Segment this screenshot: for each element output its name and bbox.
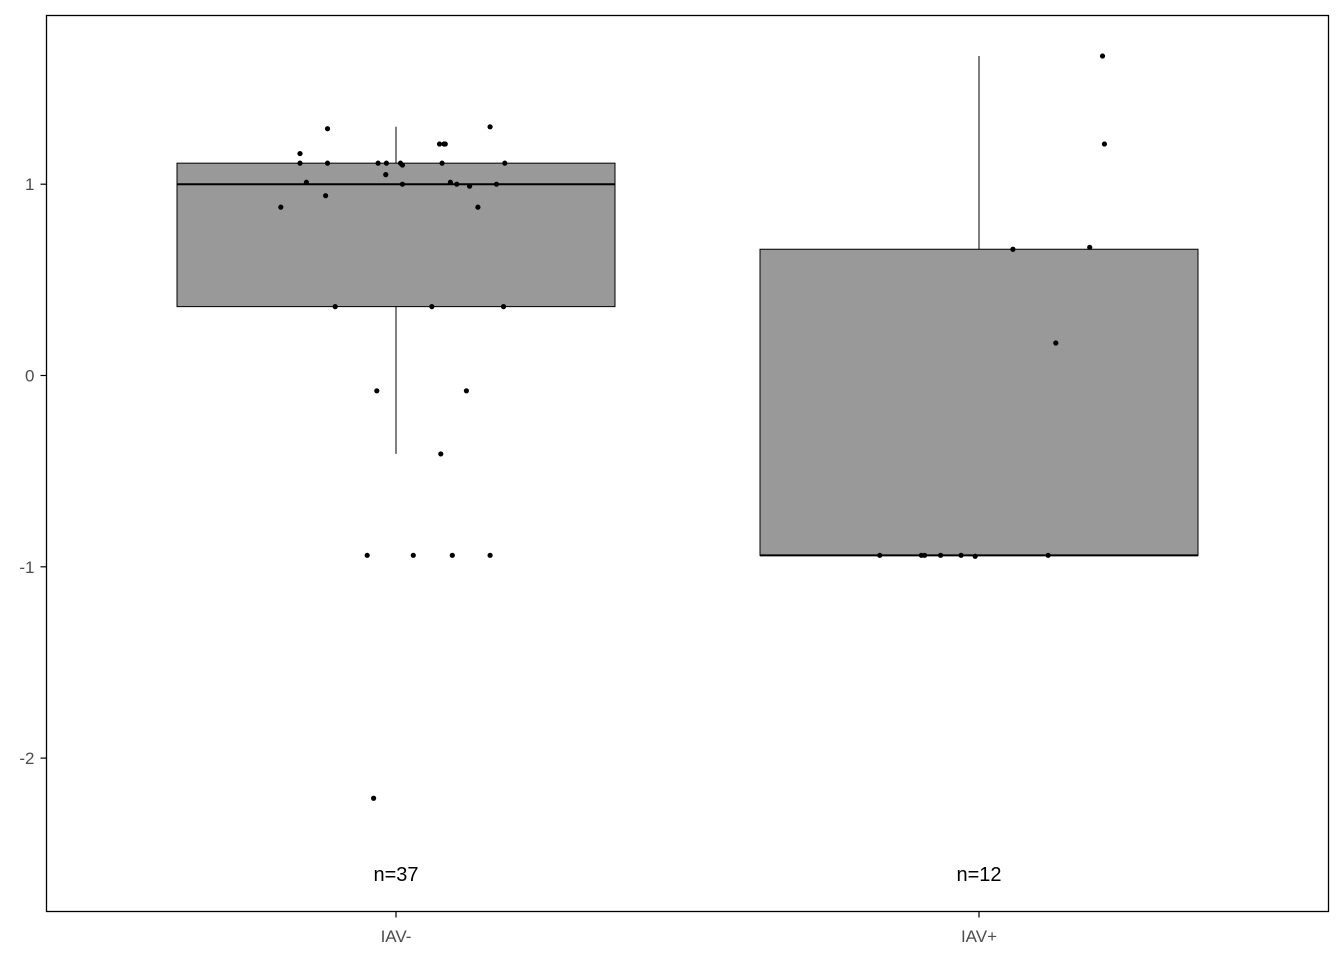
data-point — [958, 552, 964, 558]
boxes-layer — [176, 56, 1199, 557]
n-label-iavpos: n=12 — [956, 864, 1001, 886]
data-point — [399, 162, 405, 168]
data-point — [487, 124, 493, 130]
data-point — [467, 183, 473, 189]
y-tick-label: 0 — [25, 367, 34, 386]
data-point — [493, 181, 500, 187]
x-tick-label-iavpos: IAV+ — [961, 927, 997, 946]
box-iavpos — [759, 248, 1199, 556]
data-point — [454, 181, 460, 187]
data-point — [383, 172, 389, 178]
data-point — [332, 304, 338, 310]
data-point — [877, 552, 883, 558]
data-point — [323, 193, 329, 199]
data-point — [436, 141, 443, 147]
box-iavneg — [176, 162, 616, 308]
data-point — [442, 141, 448, 147]
data-point — [487, 552, 493, 558]
data-point — [449, 552, 455, 558]
data-point — [1099, 53, 1106, 59]
data-point — [439, 160, 445, 166]
n-label-iavneg: n=37 — [373, 864, 418, 886]
data-point — [364, 552, 370, 558]
data-point — [429, 304, 435, 310]
data-point — [438, 451, 444, 457]
data-point — [374, 388, 380, 394]
data-point — [1101, 141, 1108, 147]
data-point — [399, 181, 405, 187]
data-point — [303, 179, 309, 185]
data-point — [922, 552, 928, 558]
data-point — [375, 160, 381, 166]
data-point — [1010, 246, 1016, 252]
data-point — [463, 388, 469, 394]
data-point — [972, 553, 978, 559]
data-point — [447, 179, 453, 185]
data-point — [1087, 244, 1093, 250]
data-point — [502, 160, 508, 166]
data-point — [1053, 340, 1059, 346]
data-point — [297, 150, 303, 157]
data-point — [1045, 552, 1051, 558]
y-tick-label: 1 — [25, 175, 34, 194]
data-point — [324, 160, 331, 166]
data-point — [324, 126, 331, 132]
points-layer — [278, 53, 1108, 801]
x-tick-label-iavneg: IAV- — [381, 927, 412, 946]
data-point — [500, 304, 507, 310]
data-point — [297, 160, 303, 166]
data-point — [410, 552, 416, 558]
label-layer: n=37 n=12 — [373, 864, 1001, 886]
data-point — [383, 160, 389, 166]
axis-layer: IAV- IAV+ -2 -1 0 1 — [19, 175, 997, 946]
y-tick-label: -1 — [19, 558, 34, 577]
data-point — [475, 204, 481, 210]
y-tick-label: -2 — [19, 749, 34, 768]
data-point — [278, 204, 284, 210]
data-point — [371, 795, 377, 801]
data-point — [938, 552, 944, 558]
